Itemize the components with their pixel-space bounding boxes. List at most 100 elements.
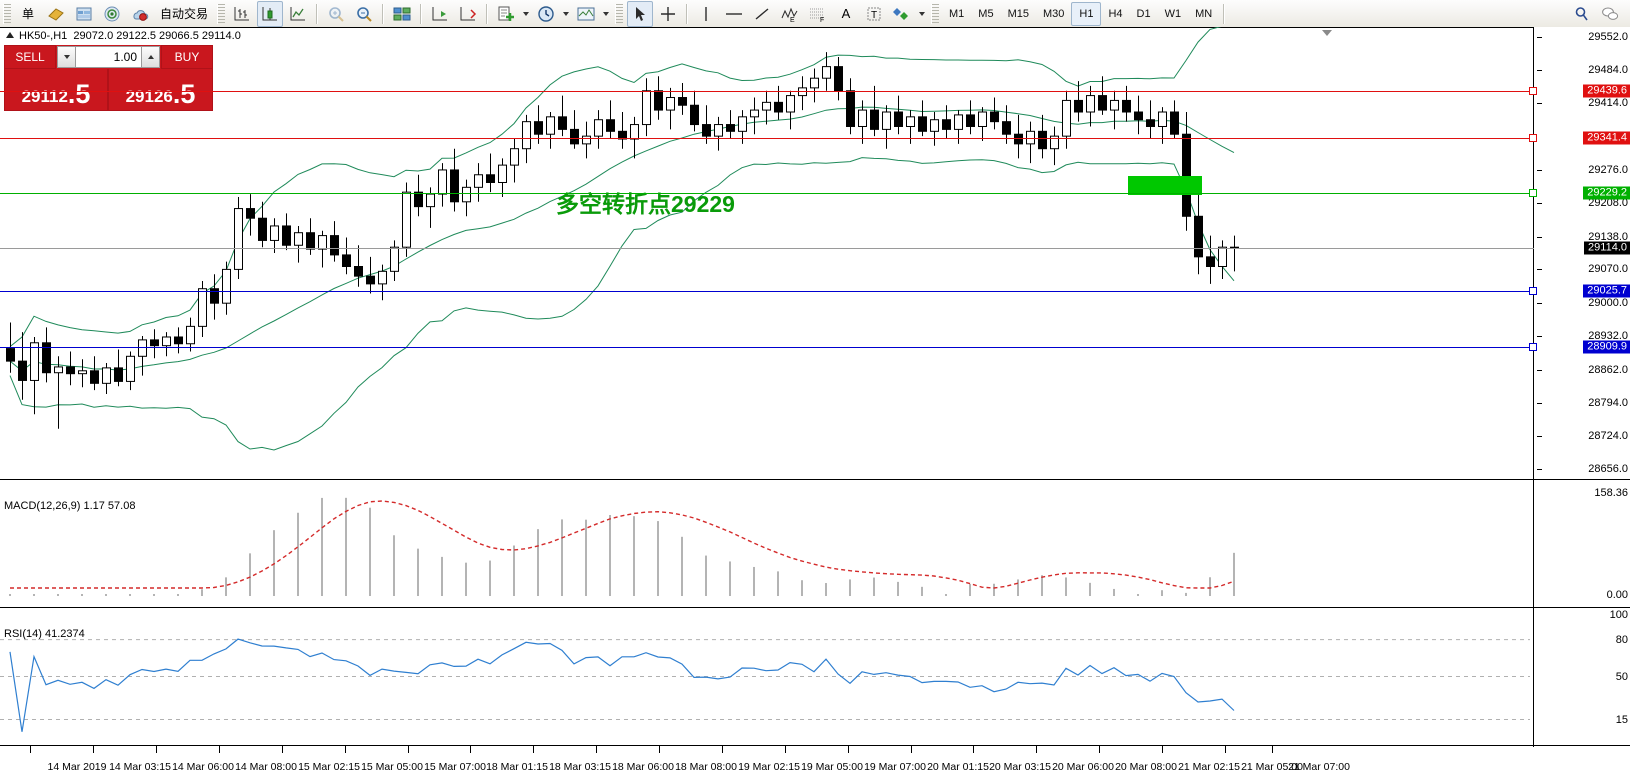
candlestick-chart-button[interactable] xyxy=(257,0,284,27)
chart-shift-button[interactable] xyxy=(455,1,481,27)
toolbar-grip-3[interactable] xyxy=(615,3,624,24)
support-line-1-handle[interactable] xyxy=(1529,286,1537,295)
collapse-icon[interactable] xyxy=(6,32,14,38)
indicators-button[interactable] xyxy=(493,1,519,27)
new-order-button[interactable]: 单 xyxy=(21,7,34,21)
shapes-button[interactable] xyxy=(889,1,915,27)
timeframe-m15[interactable]: M15 xyxy=(1007,7,1029,20)
shapes-dropdown-caret[interactable] xyxy=(919,11,926,16)
support-line-1-price-label[interactable]: 29025.7 xyxy=(1583,284,1630,298)
buy-button[interactable]: BUY xyxy=(161,45,213,69)
support-line-1[interactable] xyxy=(0,290,1534,292)
volume-increment-button[interactable] xyxy=(141,46,160,68)
line-chart-button[interactable] xyxy=(285,1,311,27)
chart-area[interactable]: HK50-,H1 29072.0 29122.5 29066.5 29114.0… xyxy=(0,27,1630,775)
timeframe-h4[interactable]: H4 xyxy=(1108,7,1123,20)
text-button[interactable]: A xyxy=(841,6,851,21)
time-axis-label: 19 Mar 07:00 xyxy=(864,761,926,773)
auto-scroll-button[interactable] xyxy=(427,1,453,27)
price-axis[interactable]: 29552.0 29484.0 29414.0 29276.0 29208.0 29138… xyxy=(1533,27,1630,747)
pivot-line-price-label[interactable]: 29229.2 xyxy=(1583,186,1630,200)
candle xyxy=(18,332,27,400)
candle xyxy=(666,87,675,130)
pivot-line[interactable] xyxy=(0,192,1534,194)
last-price-line[interactable] xyxy=(0,248,1534,250)
timeframe-m30[interactable]: M30 xyxy=(1042,7,1065,20)
candle xyxy=(546,112,555,149)
pivot-line-handle[interactable] xyxy=(1529,188,1537,197)
rsi-panel-border xyxy=(0,607,1630,608)
resistance-line-2-handle[interactable] xyxy=(1529,134,1537,143)
macd-histogram-bar xyxy=(369,507,371,596)
volume-control[interactable]: 1.00 xyxy=(56,45,161,69)
time-axis[interactable]: 14 Mar 2019 14 Mar 03:15 14 Mar 06:00 14 Ma… xyxy=(0,746,1630,775)
highlight-rectangle[interactable] xyxy=(1128,175,1202,195)
chat-icon[interactable] xyxy=(1597,1,1623,27)
templates-button[interactable] xyxy=(573,1,599,27)
candle xyxy=(966,100,975,135)
candle xyxy=(1170,100,1179,140)
resistance-line-2[interactable] xyxy=(0,138,1534,140)
macd-histogram-bar xyxy=(681,536,683,596)
macd-histogram-bar xyxy=(1041,575,1043,596)
volume-dropdown-button[interactable] xyxy=(57,46,76,68)
bar-chart-button[interactable] xyxy=(229,1,255,27)
horizontal-line-button[interactable] xyxy=(721,1,747,27)
autotrading-button[interactable]: 自动交易 xyxy=(160,7,209,21)
elliott-wave-button[interactable]: E xyxy=(777,1,803,27)
candle xyxy=(1098,76,1107,115)
chart-header: HK50-,H1 29072.0 29122.5 29066.5 29114.0 xyxy=(6,30,241,42)
zoom-out-button[interactable] xyxy=(351,1,377,27)
resistance-line-2-price-label[interactable]: 29341.4 xyxy=(1583,131,1630,145)
macd-histogram-bar xyxy=(945,594,947,596)
period-dropdown-caret[interactable] xyxy=(563,11,570,16)
tile-windows-button[interactable] xyxy=(389,1,415,27)
chart-annotation-text[interactable]: 多空转折点29229 xyxy=(556,191,735,218)
resistance-line-1[interactable] xyxy=(0,90,1534,92)
macd-histogram-bar xyxy=(969,584,971,596)
candle xyxy=(54,356,63,429)
toolbar-grip[interactable] xyxy=(3,3,11,24)
candle xyxy=(618,112,627,149)
fibonacci-button[interactable]: F xyxy=(805,1,831,27)
svg-text:T: T xyxy=(871,10,877,21)
trendline-button[interactable] xyxy=(749,1,775,27)
support-line-2-handle[interactable] xyxy=(1529,342,1537,351)
templates-dropdown-caret[interactable] xyxy=(603,11,610,16)
resistance-line-1-price-label[interactable]: 29439.6 xyxy=(1583,84,1630,98)
resistance-line-1-handle[interactable] xyxy=(1529,86,1537,95)
indicators-dropdown-caret[interactable] xyxy=(523,11,530,16)
timeframe-mn[interactable]: MN xyxy=(1195,7,1213,20)
candle xyxy=(678,83,687,115)
market-watch-button[interactable] xyxy=(71,1,97,27)
zoom-in-button[interactable] xyxy=(323,1,349,27)
candle xyxy=(990,97,999,130)
data-window-button[interactable] xyxy=(99,1,125,27)
text-label-button[interactable]: T xyxy=(861,1,887,27)
vertical-line-button[interactable] xyxy=(693,1,719,27)
last-price-line-price-label[interactable]: 29114.0 xyxy=(1584,241,1630,255)
price-axis-tick xyxy=(1537,336,1542,338)
period-button[interactable] xyxy=(533,1,559,27)
timeframe-m5[interactable]: M5 xyxy=(978,7,994,20)
expert-advisors-button[interactable] xyxy=(43,1,69,27)
sell-price[interactable]: 29112.5 xyxy=(4,69,108,111)
cursor-button[interactable] xyxy=(627,0,654,27)
crosshair-button[interactable] xyxy=(655,1,681,27)
volume-input[interactable]: 1.00 xyxy=(76,46,141,68)
support-line-2-price-label[interactable]: 28909.9 xyxy=(1583,340,1630,354)
navigator-button[interactable] xyxy=(127,1,153,27)
timeframe-m1[interactable]: M1 xyxy=(949,7,965,20)
timeframe-d1[interactable]: D1 xyxy=(1136,7,1151,20)
timeframe-w1[interactable]: W1 xyxy=(1164,7,1182,20)
support-line-2[interactable] xyxy=(0,346,1534,348)
search-icon[interactable] xyxy=(1569,1,1595,27)
chart-scroll-indicator[interactable] xyxy=(1322,30,1332,36)
timeframe-h1[interactable]: H1 xyxy=(1071,1,1102,26)
toolbar-grip-4[interactable] xyxy=(931,3,940,24)
candle xyxy=(258,201,267,248)
one-click-trading-panel[interactable]: SELL 1.00 BUY 29112.5 29126.5 xyxy=(4,45,213,111)
toolbar-grip-2[interactable] xyxy=(217,3,226,24)
symbol-period-label: HK50-,H1 xyxy=(19,30,68,42)
sell-button[interactable]: SELL xyxy=(4,45,56,69)
